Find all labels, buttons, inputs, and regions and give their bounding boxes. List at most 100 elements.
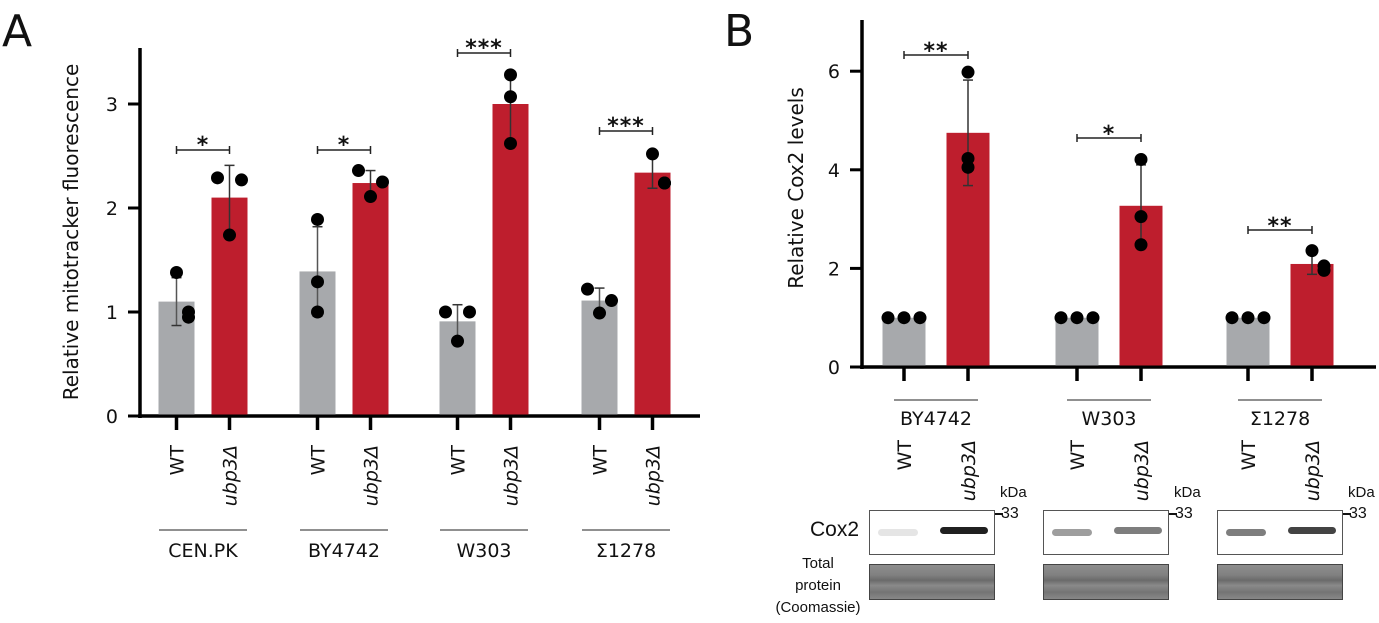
- cox2-band-wt: [1226, 529, 1266, 536]
- panel-a-condition-label: WT: [590, 445, 612, 476]
- panel-a-strain-label: Σ1278: [596, 540, 656, 562]
- panel-a-data-point: [352, 164, 365, 178]
- panel-a-data-point: [182, 305, 195, 319]
- panel-a-y-tick-label: 0: [106, 406, 118, 428]
- panel-a-significance-label: ***: [607, 114, 645, 139]
- cox2-band-wt: [1052, 529, 1092, 536]
- panel-b-data-point: [913, 311, 927, 325]
- panel-a-data-point: [311, 275, 324, 289]
- panel-b-data-point: [1305, 244, 1319, 258]
- panel-a-data-point: [605, 294, 618, 308]
- marker-tick: [1343, 513, 1351, 515]
- panel-b-bar-wt: [1226, 317, 1270, 366]
- kda-unit-label: kDa: [1174, 484, 1201, 501]
- cox2-band-wt: [878, 529, 918, 536]
- panel-a-data-point: [593, 306, 606, 320]
- panel-a-y-axis-title: Relative mitotracker fluorescence: [59, 64, 83, 401]
- panel-b-y-tick-label: 6: [828, 61, 840, 83]
- panel-b-significance-label: **: [1267, 214, 1292, 239]
- panel-a-data-point: [211, 171, 224, 185]
- cox2-blot: [869, 510, 995, 555]
- kda-unit-label: kDa: [1348, 484, 1375, 501]
- panel-b-y-tick-label: 0: [828, 357, 840, 379]
- panel-a-data-point: [451, 334, 464, 348]
- panel-a-condition-label: WT: [167, 445, 189, 476]
- panel-a-data-point: [311, 212, 324, 226]
- panel-b-condition-label: WT: [894, 440, 916, 471]
- marker-33-label: 33: [1175, 505, 1193, 522]
- marker-tick: [1169, 513, 1177, 515]
- panel-a-significance-label: *: [338, 133, 351, 158]
- panel-a-label: A: [2, 6, 32, 57]
- cox2-band-mutant: [1288, 527, 1336, 534]
- panel-b-data-point: [881, 311, 895, 325]
- panel-b-condition-label: WT: [1067, 440, 1089, 471]
- panel-b-data-point: [1134, 210, 1148, 224]
- panel-a-data-point: [439, 305, 452, 319]
- panel-a-condition-label: ubp3Δ: [361, 445, 383, 506]
- panel-b-condition-label: ubp3Δ: [1302, 440, 1324, 501]
- panel-a-data-point: [658, 176, 671, 190]
- panel-a-bar-mutant: [352, 183, 389, 415]
- cox2-blot: [1043, 510, 1169, 555]
- panel-b-y-tick-label: 4: [828, 160, 840, 182]
- panel-a-bar-mutant: [634, 172, 671, 415]
- panel-a-data-point: [504, 90, 517, 104]
- panel-b-y-axis-title: Relative Cox2 levels: [784, 87, 808, 289]
- panel-b-data-point: [1070, 311, 1084, 325]
- panel-a-y-tick-label: 1: [106, 302, 118, 324]
- panel-b-data-point: [1134, 238, 1148, 252]
- panel-a-bar-wt: [581, 300, 618, 415]
- panel-b-data-point: [1241, 311, 1255, 325]
- panel-a-condition-label: ubp3Δ: [220, 445, 242, 506]
- panel-a-data-point: [504, 137, 517, 151]
- panel-b-data-point: [1054, 311, 1068, 325]
- panel-b-data-point: [1086, 311, 1100, 325]
- kda-unit-label: kDa: [1000, 484, 1027, 501]
- panel-a-significance-label: ***: [465, 36, 503, 61]
- panel-a-strain-label: BY4742: [308, 540, 380, 562]
- coomassie-loading-control: [1043, 564, 1169, 600]
- panel-b-strain-label: W303: [1081, 408, 1136, 430]
- panel-a-data-point: [646, 147, 659, 161]
- panel-b-data-point: [1225, 311, 1239, 325]
- marker-33-label: 33: [1001, 505, 1019, 522]
- panel-b-bar-wt: [882, 317, 926, 366]
- panel-a-data-point: [235, 173, 248, 187]
- marker-tick: [995, 513, 1003, 515]
- panel-b-data-point: [897, 311, 911, 325]
- panel-a-condition-label: WT: [308, 445, 330, 476]
- panel-b-significance-label: *: [1103, 122, 1116, 147]
- panel-a-bar-mutant: [492, 104, 529, 415]
- panel-b-label: B: [724, 6, 754, 57]
- panel-a-data-point: [364, 190, 377, 204]
- panel-b-data-point: [961, 65, 975, 79]
- panel-b-condition-label: ubp3Δ: [1131, 440, 1153, 501]
- panel-b-data-point: [961, 151, 975, 165]
- panel-a-y-tick-label: 3: [106, 94, 118, 116]
- panel-b-condition-label: ubp3Δ: [958, 440, 980, 501]
- panel-b-data-point: [1134, 152, 1148, 166]
- panel-a-data-point: [311, 305, 324, 319]
- panel-b-data-point: [1257, 311, 1271, 325]
- cox2-band-mutant: [1114, 527, 1162, 534]
- panel-a-strain-label: CEN.PK: [168, 540, 238, 562]
- panel-a-data-point: [376, 175, 389, 189]
- panel-b-strain-label: Σ1278: [1250, 408, 1310, 430]
- panel-a-data-point: [504, 68, 517, 82]
- panel-a-data-point: [581, 282, 594, 296]
- panel-a-data-point: [463, 305, 476, 319]
- cox2-row-label: Cox2: [810, 518, 860, 541]
- panel-b-condition-label: WT: [1238, 440, 1260, 471]
- coomassie-loading-control: [869, 564, 995, 600]
- panel-b-bar-mutant: [1290, 263, 1334, 366]
- panel-b-bar-wt: [1055, 317, 1099, 366]
- panel-a-y-tick-label: 2: [106, 198, 118, 220]
- cox2-blot: [1217, 510, 1343, 555]
- panel-b-data-point: [1317, 259, 1331, 273]
- panel-b-strain-label: BY4742: [900, 408, 972, 430]
- panel-a-data-point: [223, 228, 236, 242]
- panel-b-significance-label: **: [923, 39, 948, 64]
- panel-a-condition-label: WT: [448, 445, 470, 476]
